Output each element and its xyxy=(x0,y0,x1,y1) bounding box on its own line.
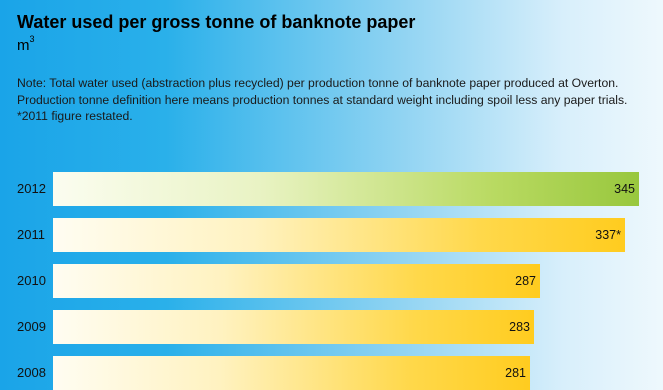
category-label: 2008 xyxy=(17,365,46,380)
category-label: 2009 xyxy=(17,319,46,334)
value-label: 283 xyxy=(509,320,530,334)
bar-2010 xyxy=(53,264,540,298)
value-label: 337* xyxy=(595,228,621,242)
value-label: 345 xyxy=(614,182,635,196)
category-label: 2011 xyxy=(17,227,45,242)
value-label: 281 xyxy=(505,366,526,380)
bar-row-2009: 2009 283 xyxy=(0,310,663,344)
bar-2008 xyxy=(53,356,530,390)
bar-row-2012: 2012 345 xyxy=(0,172,663,206)
bar-2012 xyxy=(53,172,639,206)
bar-2009 xyxy=(53,310,534,344)
bar-row-2011: 2011 337* xyxy=(0,218,663,252)
unit-base: m xyxy=(17,37,30,54)
chart-note: Note: Total water used (abstraction plus… xyxy=(17,76,628,123)
chart-title: Water used per gross tonne of banknote p… xyxy=(17,12,416,32)
unit-exponent: 3 xyxy=(29,34,35,44)
bar-row-2008: 2008 281 xyxy=(0,356,663,390)
bar-row-2010: 2010 287 xyxy=(0,264,663,298)
value-label: 287 xyxy=(515,274,536,288)
category-label: 2010 xyxy=(17,273,46,288)
bar-2011 xyxy=(53,218,625,252)
category-label: 2012 xyxy=(17,181,46,196)
chart-unit: m3 xyxy=(17,34,35,54)
